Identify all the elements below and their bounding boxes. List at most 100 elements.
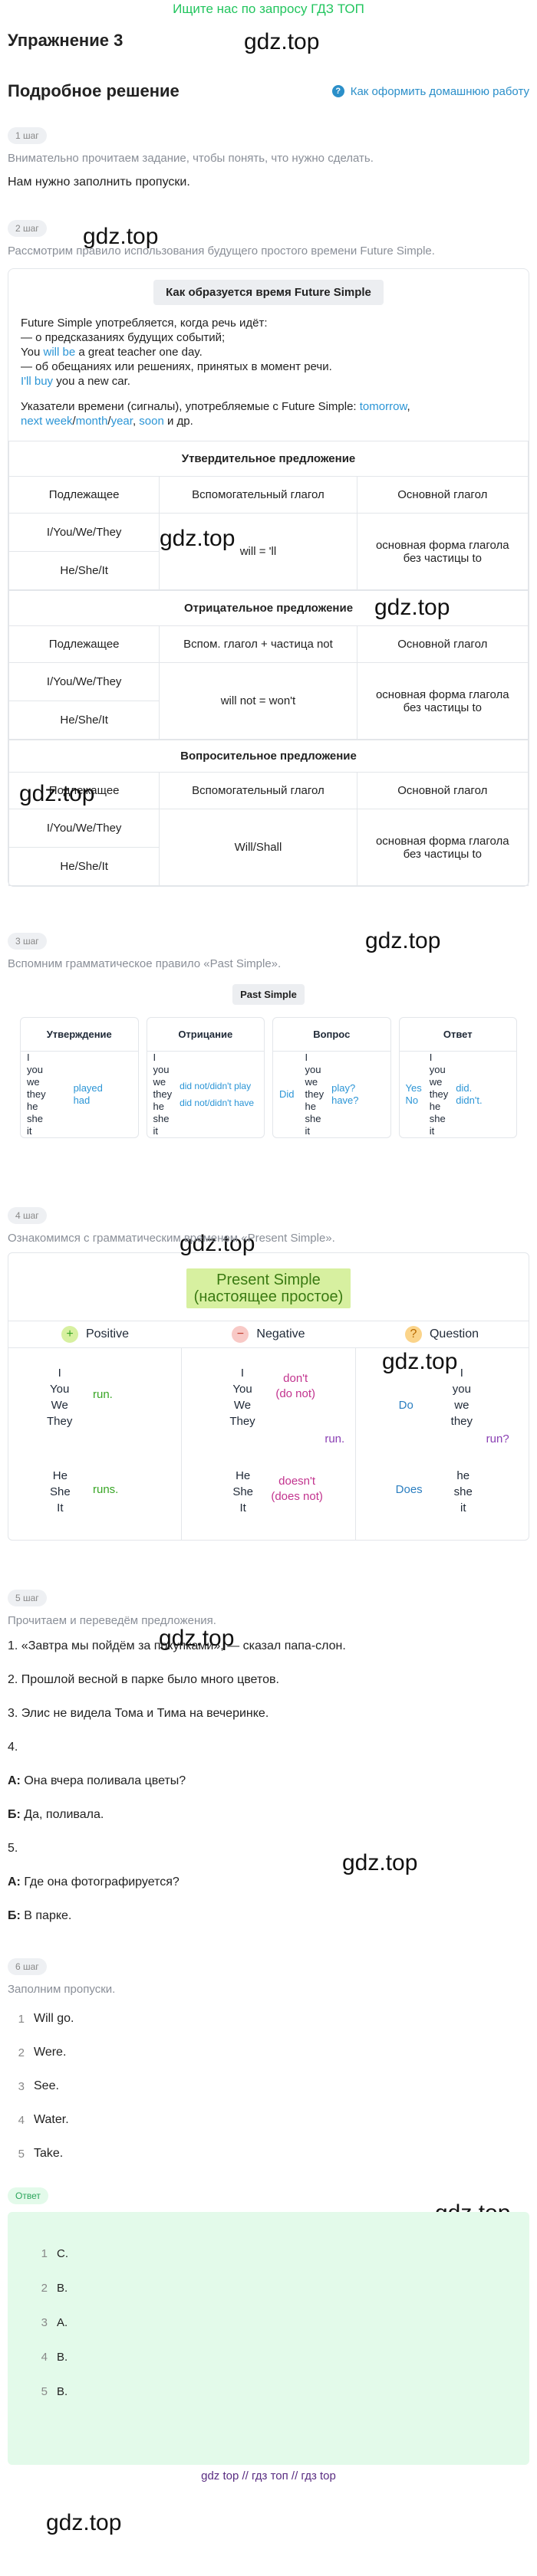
present-simple-card: Present Simple (настоящее простое) + Posit… (8, 1252, 529, 1541)
howto-link-label[interactable]: Как оформить домашнюю работу (350, 84, 529, 98)
table-header: Вспомогательный глагол (159, 476, 357, 514)
aux: don't (283, 1372, 308, 1385)
example-highlight: will be (43, 346, 76, 359)
pronoun-list: he she it (454, 1468, 473, 1516)
watermark: gdz.top (180, 1231, 255, 1256)
pronoun: She (50, 1485, 71, 1498)
solution-header: Подробное решение ? Как оформить домашню… (0, 51, 537, 101)
aux: (does not) (271, 1490, 323, 1503)
solution-title: Подробное решение (8, 81, 180, 100)
ps-col-header: Отрицание (147, 1018, 264, 1052)
pronoun: It (57, 1501, 64, 1514)
example-text: a great teacher one day. (75, 346, 203, 359)
signals-text: / (72, 415, 76, 428)
signal-word: next week (21, 415, 73, 428)
dialog-text: В парке. (20, 1909, 72, 1922)
pronoun-list: He She It (50, 1468, 71, 1516)
step-4: 4 шаг Ознакомимся с грамматическим време… (0, 1207, 537, 1245)
footer-links[interactable]: gdz top // гдз топ // гдз top (201, 2469, 336, 2482)
pronoun: They (47, 1415, 73, 1428)
dialog-line: А: Она вчера поливала цветы? (8, 1773, 529, 1790)
answer-pill: Ответ (8, 2187, 48, 2204)
list-item: 5 B. (31, 2374, 529, 2409)
item-number: 1 (18, 2012, 25, 2026)
rule-line: Future Simple употребляется, когда речь … (21, 317, 268, 330)
item-text: Water. (34, 2113, 69, 2126)
rule-chip: Как образуется время Future Simple (153, 280, 384, 305)
rule-line: — об обещаниях или решениях, принятых в … (21, 360, 332, 373)
item-text: Were. (34, 2046, 67, 2059)
signals-text: , (407, 400, 410, 413)
list-item: 2 Were. (8, 2036, 529, 2069)
minus-icon: − (232, 1326, 249, 1343)
step-description: Заполним пропуски. (8, 1983, 116, 1996)
speaker-a: А: (8, 1875, 21, 1889)
signal-word: month (75, 415, 108, 428)
main-verb-line: основная форма глагола (375, 687, 509, 701)
top-banner[interactable]: Ищите нас по запросу ГДЗ ТОП (173, 2, 364, 16)
answer-no: No (405, 1094, 419, 1106)
pronoun: I (27, 1052, 30, 1063)
signal-word: soon (139, 415, 164, 428)
dialog-line: Б: В парке. (8, 1908, 529, 1925)
pronoun: we (305, 1076, 318, 1088)
item-text: A. (57, 2316, 68, 2329)
table-cell: основная форма глагола без частицы to (356, 809, 529, 886)
step-5: 5 шаг Прочитаем и переведём предложения.… (0, 1590, 537, 1925)
pronoun: you (27, 1064, 43, 1075)
verb: runs. (93, 1483, 119, 1496)
pronoun: He (236, 1469, 251, 1482)
table-cell: He/She/It (8, 701, 160, 740)
pronoun: she (27, 1113, 43, 1124)
plus-icon: + (61, 1326, 78, 1343)
speaker-b: Б: (8, 1808, 21, 1821)
table-cell: I/You/We/They (8, 513, 160, 552)
future-question-table: Вопросительное предложение Подлежащее Всп… (8, 740, 529, 886)
signal-word: year (110, 415, 133, 428)
pronoun: He (52, 1469, 68, 1482)
col-negative: − Negative (182, 1321, 355, 1347)
pronoun: I (429, 1052, 433, 1063)
example-highlight: I'll buy (21, 375, 54, 388)
verb: have? (331, 1094, 359, 1106)
item-number: 5 (18, 2147, 25, 2161)
title-line: Present Simple (216, 1272, 321, 1288)
rule-text: Future Simple употребляется, когда речь … (8, 305, 529, 428)
ps-col-header: Ответ (399, 1018, 516, 1052)
pronoun: you (153, 1064, 170, 1075)
signals-text: Указатели времени (сигналы), употребляем… (21, 400, 360, 413)
table-caption: Утвердительное предложение (8, 441, 529, 477)
verb: did. (456, 1082, 473, 1094)
signal-word: tomorrow (359, 400, 407, 413)
item-text: C. (57, 2247, 68, 2260)
howto-link[interactable]: ? Как оформить домашнюю работу (331, 84, 529, 98)
present-simple-headers: + Positive − Negative ? Question (8, 1321, 529, 1348)
table-cell: He/She/It (8, 847, 160, 886)
yes-no: Yes No (406, 1082, 422, 1107)
future-simple-card: Как образуется время Future Simple Futur… (8, 268, 529, 887)
watermark: gdz.top (342, 1850, 418, 1875)
item-text: See. (34, 2079, 59, 2092)
pronoun: they (27, 1088, 46, 1100)
pronoun: it (27, 1125, 32, 1137)
pronoun: he (305, 1101, 316, 1112)
pronoun: they (429, 1088, 449, 1100)
pronoun: they (153, 1088, 173, 1100)
translations: 1. «Завтра мы пойдём за покупками», — ск… (8, 1638, 529, 1925)
table-caption: Вопросительное предложение (8, 740, 529, 773)
step-description: Ознакомимся с грамматическим временем «P… (8, 1232, 335, 1245)
table-header: Основной глагол (356, 476, 529, 514)
dialog-text: Да, поливала. (20, 1808, 104, 1821)
watermark: gdz.top (374, 595, 450, 620)
step-1: 1 шаг Внимательно прочитаем задание, что… (0, 127, 537, 189)
aux: Do (398, 1399, 413, 1412)
pronoun: it (305, 1125, 311, 1137)
table-cell: основная форма глагола без частицы to (356, 662, 529, 740)
ps-col-header: Вопрос (273, 1018, 390, 1052)
aux: doesn't (278, 1475, 316, 1488)
neg-aux: don't (do not) (275, 1371, 315, 1402)
info-icon: ? (331, 85, 344, 97)
